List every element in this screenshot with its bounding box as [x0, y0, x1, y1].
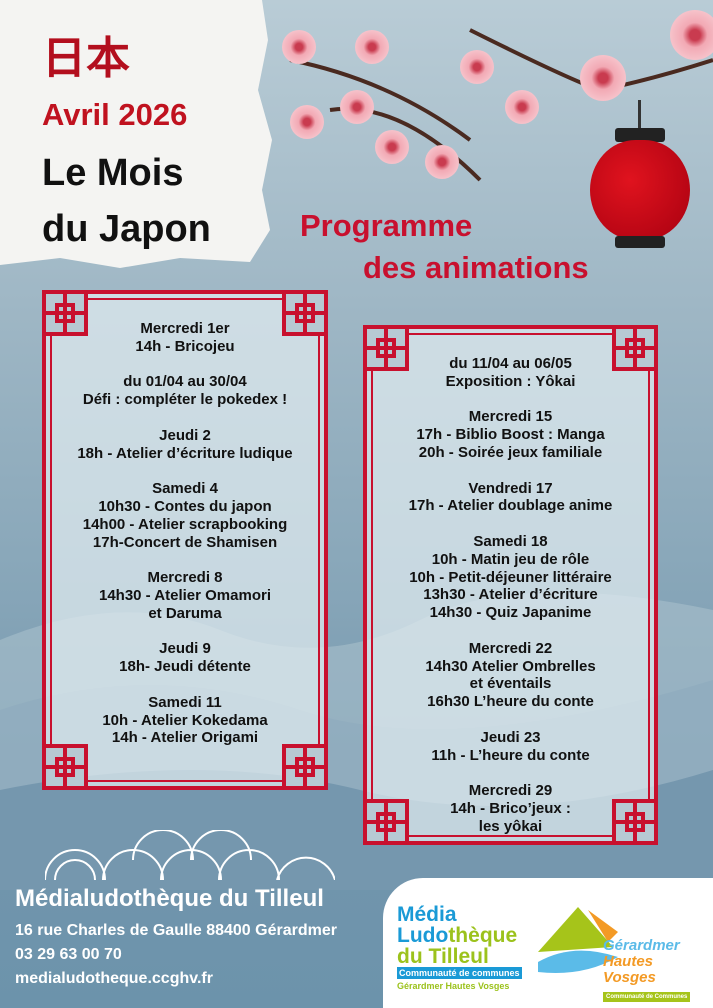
event-block: Mercredi 22 14h30 Atelier Ombrelles et éve… [367, 640, 654, 711]
event-date: Mercredi 1er [140, 320, 230, 337]
ccghv-logo: Gérardmer Hautes Vosges Communauté de Co… [533, 902, 703, 1002]
event-line: 10h - Matin jeu de rôle [431, 550, 590, 568]
chinese-knot-ornament [282, 744, 328, 790]
event-line: 14h - Brico’jeux : [450, 799, 571, 817]
title-line: du Japon [42, 208, 211, 250]
event-line: 16h30 L’heure du conte [427, 693, 594, 711]
event-block: Mercredi 29 14h - Brico’jeux : les yôkai [367, 782, 654, 835]
event-line: 18h - Atelier d’écriture ludique [77, 444, 293, 462]
logo-text: Communauté de Communes [603, 992, 691, 1002]
event-line: 11h - L’heure du conte [431, 746, 590, 764]
event-block: Jeudi 23 11h - L’heure du conte [367, 729, 654, 765]
event-date: Mercredi 22 [468, 639, 553, 657]
chinese-knot-ornament [363, 799, 409, 845]
address: 16 rue Charles de Gaulle 88400 Gérardmer [15, 922, 337, 939]
logo-text: Gérardmer Hautes Vosges [397, 981, 510, 991]
month-heading: Avril 2026 [42, 97, 188, 132]
chinese-knot-ornament [42, 744, 88, 790]
event-date: Samedi 4 [152, 480, 218, 498]
title-line: Le Mois [42, 152, 184, 194]
event-line: 17h - Atelier doublage anime [408, 497, 613, 515]
logo-text: Communauté de communes [397, 967, 522, 979]
page-title: Le Mois du Japon [42, 145, 211, 257]
phone: 03 29 63 00 70 [15, 946, 122, 963]
event-line: 14h00 - Atelier scrapbooking [82, 515, 288, 533]
chinese-knot-ornament [282, 290, 328, 336]
event-block: Mercredi 8 14h30 - Atelier Omamori et Daru… [46, 569, 324, 622]
event-block: Samedi 18 10h - Matin jeu de rôle 10h - Pe… [367, 533, 654, 622]
event-line: 10h - Petit-déjeuner littéraire [409, 568, 612, 586]
event-block: Vendredi 17 17h - Atelier doublage anime [367, 480, 654, 516]
event-date: Mercredi 15 [468, 408, 553, 426]
event-line: les yôkai [478, 817, 543, 835]
event-date: Jeudi 23 [480, 728, 541, 746]
event-block: Samedi 11 10h - Atelier Kokedama 14h - Ate… [46, 694, 324, 747]
event-line: et Daruma [148, 604, 222, 622]
event-date: Jeudi 2 [159, 426, 211, 444]
event-date: du 11/04 au 06/05 [449, 355, 572, 372]
event-block: Jeudi 9 18h- Jeudi détente [46, 640, 324, 676]
partner-logos: Média Ludothèque du Tilleul Communauté d… [383, 878, 713, 1008]
logo-text: Gérardmer [603, 937, 680, 954]
logo-text: du Tilleul [397, 945, 489, 968]
event-line: 10h30 - Contes du japon [98, 497, 272, 515]
chinese-knot-ornament [612, 325, 658, 371]
website: medialudotheque.ccghv.fr [15, 970, 213, 987]
event-date: du 01/04 au 30/04 [123, 373, 247, 391]
event-line: 13h30 - Atelier d’écriture [423, 586, 598, 604]
event-line: 14h30 - Atelier Omamori [98, 586, 271, 604]
event-line: 14h30 - Quiz Japanime [429, 604, 592, 622]
event-date: Mercredi 29 [468, 782, 553, 800]
footer-contact: Médialudothèque du Tilleul 16 rue Charle… [15, 885, 337, 991]
event-date: Samedi 11 [148, 693, 222, 711]
event-block: du 01/04 au 30/04 Défi : compléter le pok… [46, 373, 324, 409]
torn-paper-background [0, 0, 272, 268]
chinese-knot-ornament [42, 290, 88, 336]
event-line: 14h30 Atelier Ombrelles [425, 657, 596, 675]
event-date: Jeudi 9 [159, 640, 211, 658]
waves-decoration [45, 830, 335, 880]
event-block: Mercredi 15 17h - Biblio Boost : Manga 20h… [367, 408, 654, 461]
event-line: 14h - Bricojeu [135, 337, 235, 355]
kanji-heading: 日本 [42, 33, 130, 84]
event-date: Samedi 18 [473, 532, 548, 550]
event-block: du 11/04 au 06/05 Exposition : Yôkai [367, 355, 654, 391]
event-line: 17h - Biblio Boost : Manga [416, 426, 605, 444]
event-line: 17h-Concert de Shamisen [92, 533, 278, 551]
event-line: et éventails [469, 675, 552, 693]
event-date: Vendredi 17 [468, 479, 553, 497]
schedule-panel-left: Mercredi 1er 14h - Bricojeu du 01/04 au 30… [42, 290, 328, 790]
event-line: 20h - Soirée jeux familiale [418, 443, 603, 461]
event-line: 10h - Atelier Kokedama [102, 711, 268, 729]
logo-text: thèque [448, 924, 518, 947]
schedule-panel-right: du 11/04 au 06/05 Exposition : Yôkai Mercr… [363, 325, 658, 845]
event-line: 14h - Atelier Origami [111, 729, 259, 747]
event-block: Samedi 4 10h30 - Contes du japon 14h00 - A… [46, 480, 324, 551]
library-name: Médialudothèque du Tilleul [15, 885, 324, 912]
medialudotheque-logo: Média Ludothèque du Tilleul Communauté d… [397, 904, 522, 993]
event-block: Mercredi 1er 14h - Bricojeu [46, 320, 324, 356]
chinese-knot-ornament [363, 325, 409, 371]
programme-heading: Programme [300, 208, 473, 243]
logo-text: Média [397, 903, 457, 926]
logo-text: Hautes Vosges [603, 953, 656, 986]
event-line: Défi : compléter le pokedex ! [82, 391, 288, 409]
logo-text: Ludo [397, 924, 449, 947]
chinese-knot-ornament [612, 799, 658, 845]
event-date: Mercredi 8 [147, 569, 223, 587]
event-line: 18h- Jeudi détente [119, 658, 251, 676]
programme-heading-2: des animations [363, 250, 589, 285]
event-block: Jeudi 2 18h - Atelier d’écriture ludique [46, 427, 324, 463]
event-line: Exposition : Yôkai [445, 372, 576, 390]
